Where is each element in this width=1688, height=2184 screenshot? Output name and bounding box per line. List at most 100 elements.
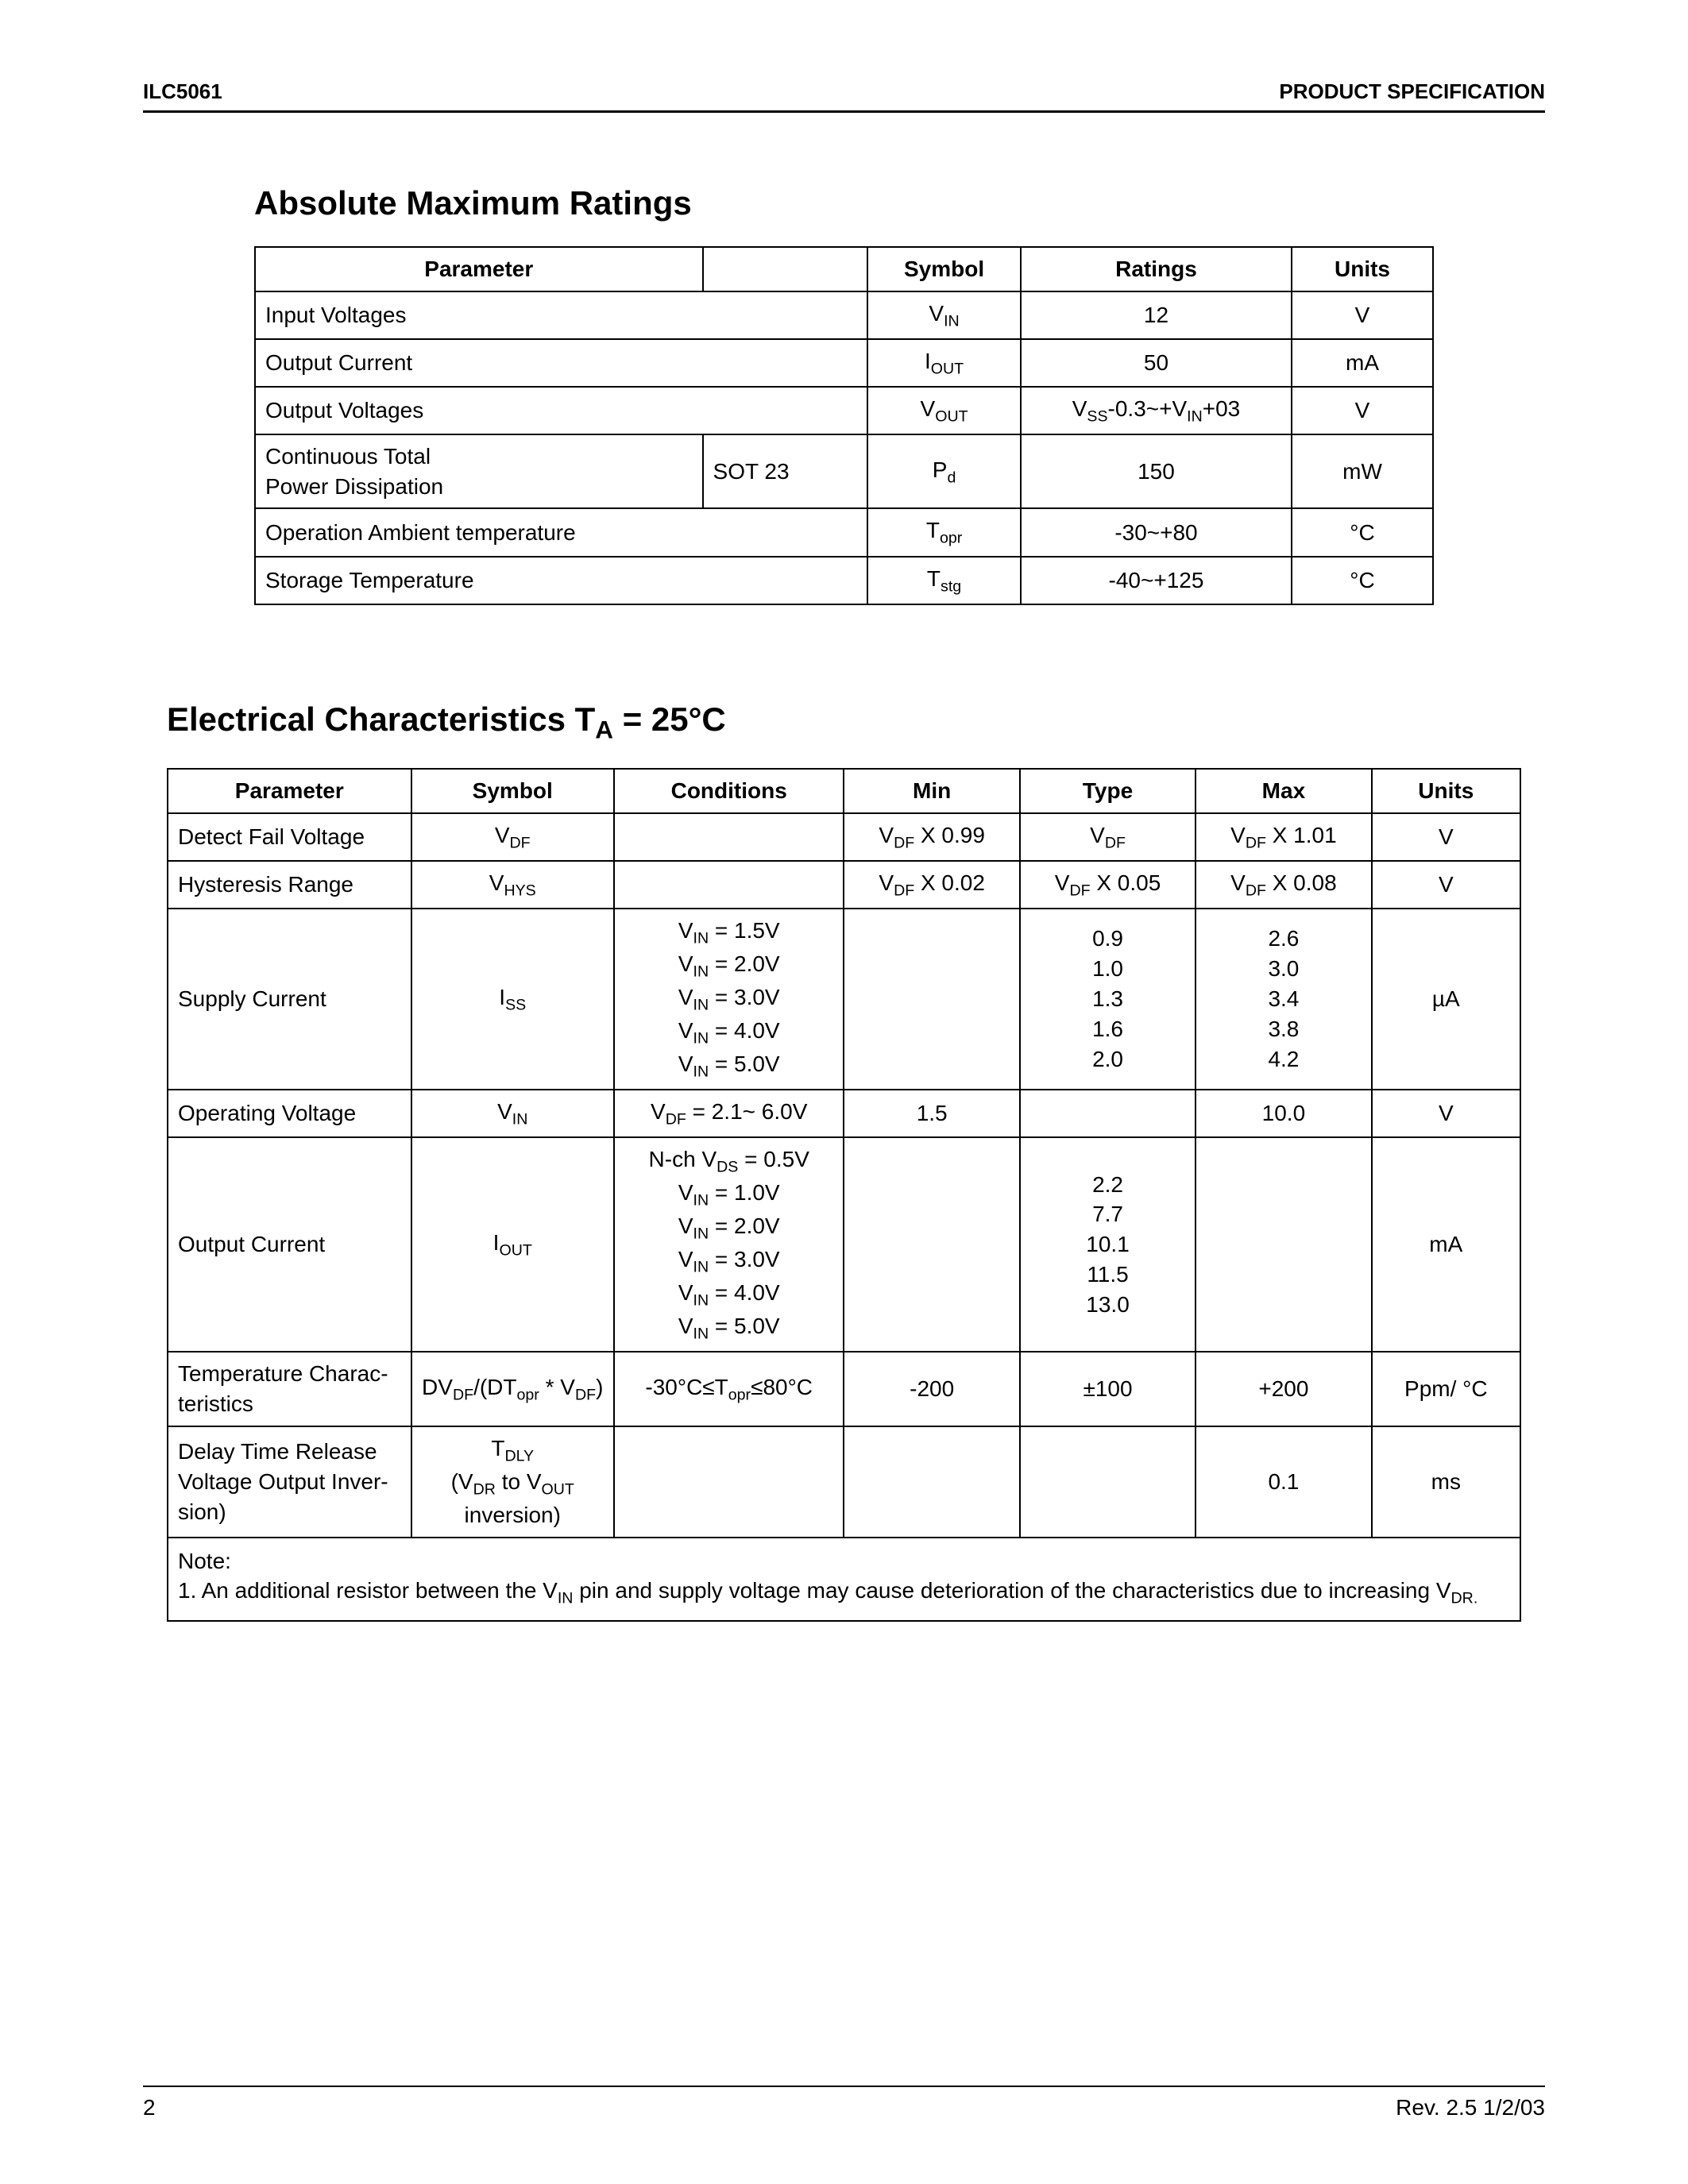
col-symbol: Symbol	[411, 769, 614, 813]
cell-units: V	[1372, 1090, 1520, 1137]
section-electrical-characteristics: Electrical Characteristics TA = 25°C Par…	[167, 700, 1521, 1623]
cell-type	[1020, 1426, 1196, 1538]
table-row: Output CurrentIOUT50mA	[255, 339, 1433, 387]
cell-symbol: IOUT	[867, 339, 1021, 387]
footer-page-number: 2	[143, 2095, 156, 2120]
page-footer: 2 Rev. 2.5 1/2/03	[143, 2086, 1545, 2120]
cell-units: mA	[1372, 1137, 1520, 1352]
table-row: Operating VoltageVINVDF = 2.1~ 6.0V1.510…	[168, 1090, 1520, 1137]
cell-symbol: Topr	[867, 508, 1021, 556]
cell-rating: -40~+125	[1021, 557, 1292, 604]
cell-min: VDF X 0.99	[844, 813, 1019, 861]
col-ratings: Ratings	[1021, 247, 1292, 291]
col-parameter: Parameter	[255, 247, 703, 291]
cell-rating: 150	[1021, 434, 1292, 509]
cell-parameter: Output Current	[255, 339, 867, 387]
cell-min	[844, 1137, 1019, 1352]
cell-type: VDF X 0.05	[1020, 861, 1196, 909]
cell-conditions: -30°C≤Topr≤80°C	[614, 1352, 844, 1426]
title-ta-sub: A	[595, 715, 613, 743]
cell-max	[1196, 1137, 1371, 1352]
table-row: Input VoltagesVIN12V	[255, 291, 1433, 339]
cell-symbol: VOUT	[867, 387, 1021, 434]
cell-units: V	[1372, 813, 1520, 861]
cell-type: ±100	[1020, 1352, 1196, 1426]
section2-title: Electrical Characteristics TA = 25°C	[167, 700, 1521, 744]
cell-parameter: Temperature Charac- teristics	[168, 1352, 411, 1426]
page: ILC5061 PRODUCT SPECIFICATION Absolute M…	[0, 0, 1688, 2184]
section1-title: Absolute Maximum Ratings	[254, 184, 1434, 222]
cell-parameter: Continuous Total Power Dissipation	[255, 434, 703, 509]
cell-max: VDF X 0.08	[1196, 861, 1371, 909]
footer-revision: Rev. 2.5 1/2/03	[1396, 2095, 1545, 2120]
cell-units: V	[1292, 291, 1433, 339]
cell-min: VDF X 0.02	[844, 861, 1019, 909]
page-header: ILC5061 PRODUCT SPECIFICATION	[143, 79, 1545, 113]
title-ta: T	[575, 700, 596, 738]
table-row: Hysteresis RangeVHYS VDF X 0.02VDF X 0.05…	[168, 861, 1520, 909]
cell-rating: -30~+80	[1021, 508, 1292, 556]
cell-max: +200	[1196, 1352, 1371, 1426]
cell-parameter: Detect Fail Voltage	[168, 813, 411, 861]
cell-min: 1.5	[844, 1090, 1019, 1137]
cell-units: V	[1292, 387, 1433, 434]
col-symbol: Symbol	[867, 247, 1021, 291]
table-header-row: Parameter Symbol Conditions Min Type Max…	[168, 769, 1520, 813]
table-row: Delay Time Release Voltage Output Inver-…	[168, 1426, 1520, 1538]
cell-symbol: VIN	[867, 291, 1021, 339]
cell-symbol: VIN	[411, 1090, 614, 1137]
cell-parameter: Operation Ambient temperature	[255, 508, 867, 556]
title-prefix: Electrical Characteristics	[167, 700, 575, 738]
cell-type	[1020, 1090, 1196, 1137]
cell-units: °C	[1292, 508, 1433, 556]
table-row: Storage TemperatureTstg-40~+125°C	[255, 557, 1433, 604]
cell-symbol: VDF	[411, 813, 614, 861]
col-units: Units	[1372, 769, 1520, 813]
cell-package: SOT 23	[703, 434, 868, 509]
header-part-number: ILC5061	[143, 79, 222, 104]
table-electrical-characteristics: Parameter Symbol Conditions Min Type Max…	[167, 768, 1521, 1623]
table-row: Output CurrentIOUTN-ch VDS = 0.5VVIN = 1…	[168, 1137, 1520, 1352]
cell-symbol: VHYS	[411, 861, 614, 909]
cell-symbol: IOUT	[411, 1137, 614, 1352]
col-conditions: Conditions	[614, 769, 844, 813]
cell-symbol: Tstg	[867, 557, 1021, 604]
cell-units: Ppm/ °C	[1372, 1352, 1520, 1426]
cell-symbol: ISS	[411, 909, 614, 1090]
cell-parameter: Output Voltages	[255, 387, 867, 434]
table-row: Detect Fail VoltageVDFVDF X 0.99VDFVDF X…	[168, 813, 1520, 861]
cell-type: 2.27.710.111.513.0	[1020, 1137, 1196, 1352]
cell-symbol: Pd	[867, 434, 1021, 509]
table-header-row: Parameter Symbol Ratings Units	[255, 247, 1433, 291]
cell-conditions	[614, 813, 844, 861]
col-min: Min	[844, 769, 1019, 813]
table-row: Supply CurrentISSVIN = 1.5VVIN = 2.0VVIN…	[168, 909, 1520, 1090]
cell-conditions: VIN = 1.5VVIN = 2.0VVIN = 3.0VVIN = 4.0V…	[614, 909, 844, 1090]
table-row: Output VoltagesVOUTVSS-0.3~+VIN+03V	[255, 387, 1433, 434]
cell-symbol: TDLY(VDR to VOUTinversion)	[411, 1426, 614, 1538]
cell-units: mW	[1292, 434, 1433, 509]
cell-parameter: Operating Voltage	[168, 1090, 411, 1137]
cell-parameter: Hysteresis Range	[168, 861, 411, 909]
section-absolute-maximum-ratings: Absolute Maximum Ratings Parameter Symbo…	[167, 184, 1521, 605]
cell-min	[844, 909, 1019, 1090]
table-row: Continuous Total Power DissipationSOT 23…	[255, 434, 1433, 509]
col-parameter: Parameter	[168, 769, 411, 813]
cell-units: µA	[1372, 909, 1520, 1090]
table-note-row: Note:1. An additional resistor between t…	[168, 1538, 1520, 1622]
col-units: Units	[1292, 247, 1433, 291]
cell-type: 0.91.01.31.62.0	[1020, 909, 1196, 1090]
cell-min	[844, 1426, 1019, 1538]
cell-parameter: Supply Current	[168, 909, 411, 1090]
col-package	[703, 247, 868, 291]
cell-conditions	[614, 1426, 844, 1538]
cell-max: 2.63.03.43.84.2	[1196, 909, 1371, 1090]
cell-rating: VSS-0.3~+VIN+03	[1021, 387, 1292, 434]
cell-rating: 12	[1021, 291, 1292, 339]
cell-conditions	[614, 861, 844, 909]
cell-parameter: Storage Temperature	[255, 557, 867, 604]
cell-parameter: Delay Time Release Voltage Output Inver-…	[168, 1426, 411, 1538]
cell-max: 0.1	[1196, 1426, 1371, 1538]
cell-units: ms	[1372, 1426, 1520, 1538]
cell-parameter: Output Current	[168, 1137, 411, 1352]
